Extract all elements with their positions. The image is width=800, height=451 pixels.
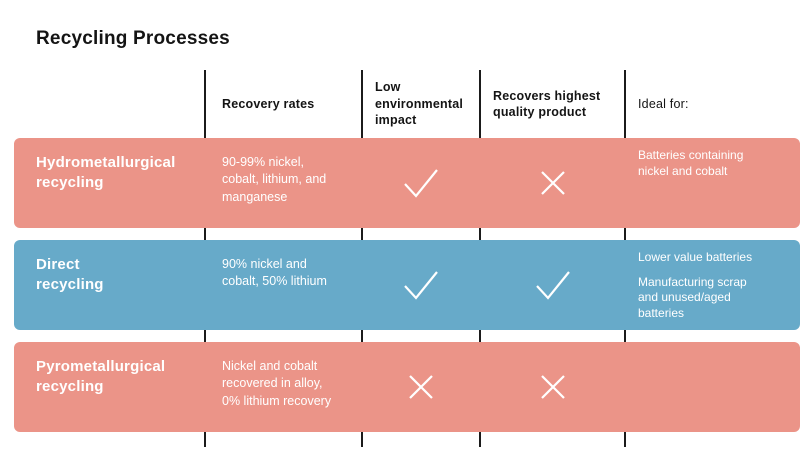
cross-icon bbox=[540, 171, 565, 195]
process-table: Recovery rates Low environmental impact … bbox=[14, 70, 800, 432]
recovery-rate-text: Nickel and cobalt recovered in alloy, 0%… bbox=[222, 359, 332, 408]
check-icon bbox=[535, 271, 570, 300]
ideal-for-text: Manufacturing scrap and unused/aged batt… bbox=[638, 274, 747, 320]
low-impact-mark bbox=[362, 138, 480, 228]
table-header: Recovery rates Low environmental impact … bbox=[14, 70, 800, 138]
ideal-for-text: Batteries containing nickel and cobalt bbox=[638, 148, 744, 178]
ideal-for-cell: Lower value batteries Manufacturing scrap… bbox=[625, 240, 800, 330]
recovery-rate-text: 90% nickel and cobalt, 50% lithium bbox=[222, 257, 327, 289]
table-row: Direct recycling 90% nickel and cobalt, 5… bbox=[14, 240, 800, 330]
quality-mark bbox=[480, 138, 625, 228]
header-low-environmental-impact: Low environmental impact bbox=[375, 80, 464, 128]
low-impact-mark bbox=[362, 240, 480, 330]
ideal-for-text: Lower value batteries bbox=[638, 250, 753, 264]
row-label: Direct recycling bbox=[36, 256, 104, 294]
check-icon bbox=[404, 169, 438, 198]
header-ideal-for: Ideal for: bbox=[638, 96, 689, 111]
cross-icon bbox=[409, 375, 433, 399]
quality-mark bbox=[480, 240, 625, 330]
table-rows: Hydrometallurgical recycling 90-99% nicke… bbox=[14, 138, 800, 432]
page-title: Recycling Processes bbox=[36, 28, 230, 49]
header-spacer bbox=[14, 70, 205, 138]
table-row: Pyrometallurgical recycling Nickel and co… bbox=[14, 342, 800, 432]
cross-icon bbox=[540, 375, 565, 399]
ideal-for-cell bbox=[625, 342, 800, 432]
check-icon bbox=[404, 271, 438, 300]
header-recovery-rates: Recovery rates bbox=[222, 96, 315, 111]
ideal-for-cell: Batteries containing nickel and cobalt bbox=[625, 138, 800, 228]
header-recovers-highest-quality: Recovers highest quality product bbox=[493, 88, 601, 120]
quality-mark bbox=[480, 342, 625, 432]
row-label: Pyrometallurgical recycling bbox=[36, 358, 166, 396]
recovery-rate-text: 90-99% nickel, cobalt, lithium, and mang… bbox=[222, 155, 327, 204]
table-row: Hydrometallurgical recycling 90-99% nicke… bbox=[14, 138, 800, 228]
low-impact-mark bbox=[362, 342, 480, 432]
row-label: Hydrometallurgical recycling bbox=[36, 154, 176, 192]
